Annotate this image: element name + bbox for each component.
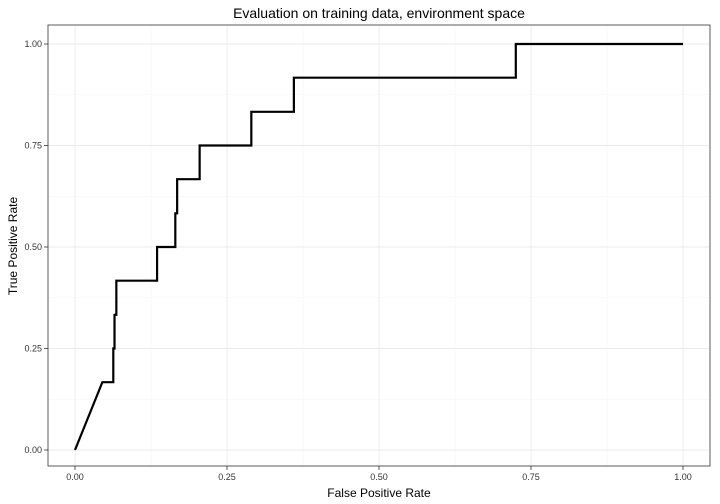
series-layer [73, 42, 683, 451]
y-tick-label: 0.50 [24, 242, 42, 252]
x-tick-label: 1.00 [674, 472, 692, 482]
y-axis-ticks: 0.00 0.25 0.50 0.75 1.00 [24, 39, 48, 455]
x-tick-label: 0.25 [218, 472, 236, 482]
roc-curve-line [73, 42, 683, 451]
y-tick-label: 0.00 [24, 445, 42, 455]
y-tick-label: 1.00 [24, 39, 42, 49]
x-tick-label: 0.00 [66, 472, 84, 482]
major-gridlines [48, 25, 710, 466]
x-tick-label: 0.75 [522, 472, 540, 482]
y-tick-label: 0.75 [24, 141, 42, 151]
x-axis-ticks: 0.00 0.25 0.50 0.75 1.00 [66, 466, 692, 482]
y-tick-label: 0.25 [24, 344, 42, 354]
y-axis-title: True Positive Rate [6, 197, 20, 296]
chart-title: Evaluation on training data, environment… [233, 5, 525, 21]
x-tick-label: 0.50 [370, 472, 388, 482]
x-axis-title: False Positive Rate [327, 486, 431, 500]
